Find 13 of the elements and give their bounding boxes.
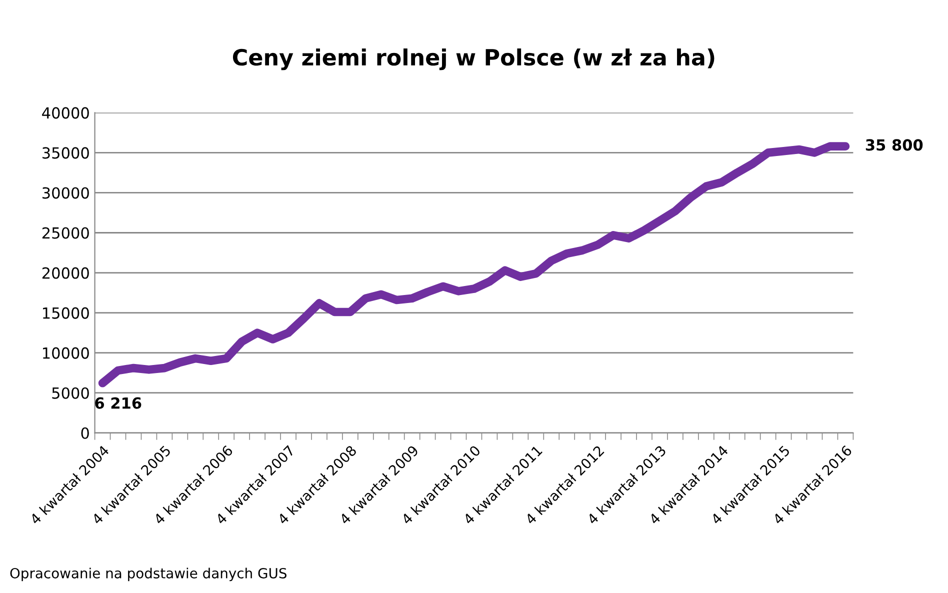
y-tick-label: 30000 [42,187,89,199]
y-tick-label: 0 [81,427,89,439]
data-label: 35 800 [866,139,923,151]
y-tick-label: 40000 [42,107,89,119]
y-tick-label: 25000 [42,227,89,239]
data-label: 6 216 [95,397,142,409]
text: Opracowanie na podstawie danych GUS [10,568,286,582]
y-tick-label: 20000 [42,267,89,279]
y-tick-label: 35000 [42,147,89,159]
y-tick-label: 10000 [43,347,89,359]
y-tick-label: 5000 [52,387,89,399]
y-tick-label: 15000 [43,307,89,319]
chart-title: Ceny ziemi rolnej w Polsce (w zł za ha) [232,48,714,70]
